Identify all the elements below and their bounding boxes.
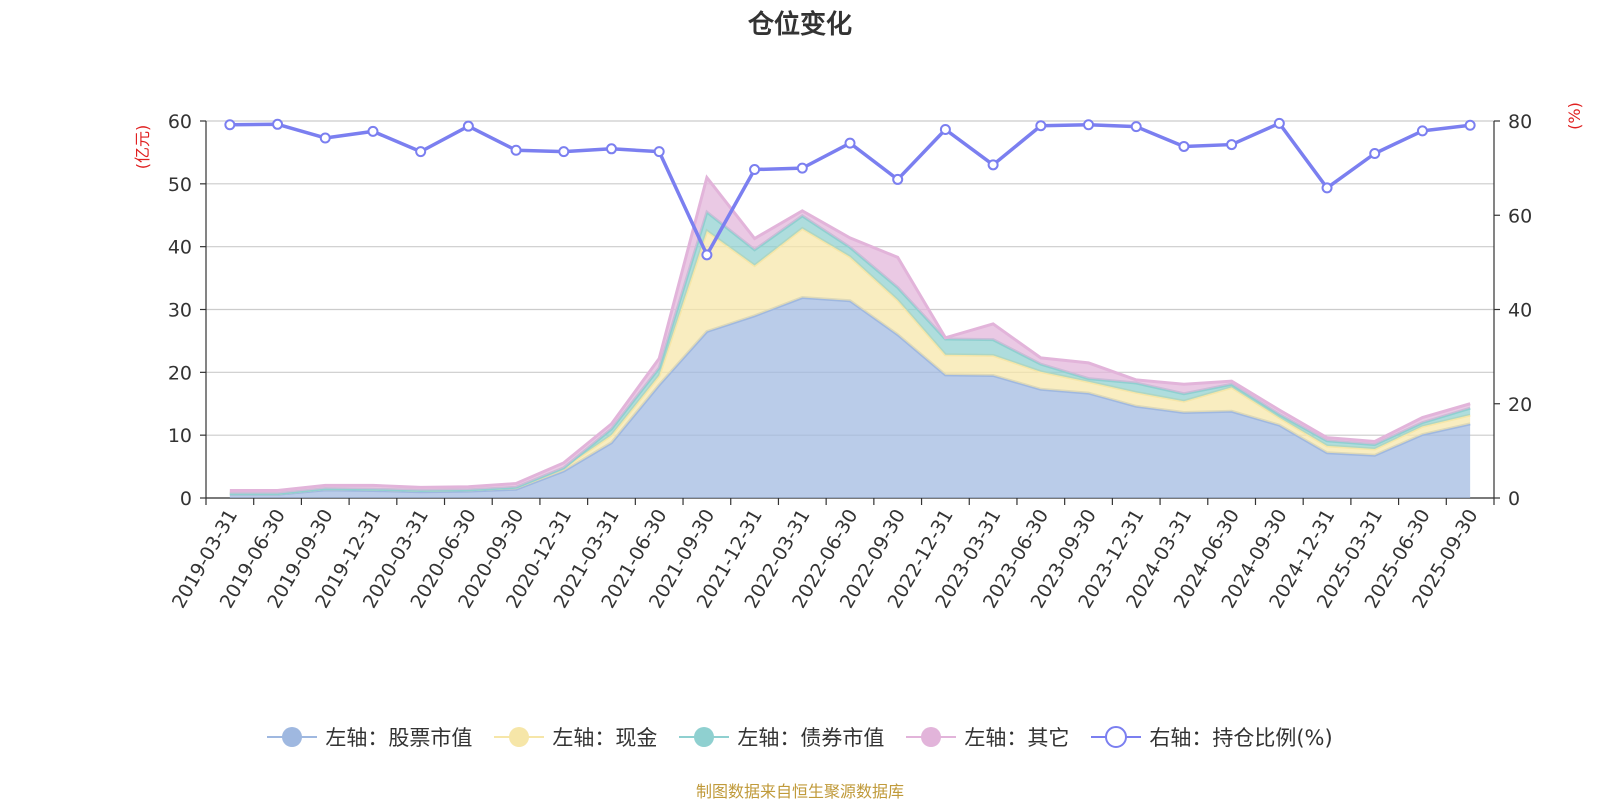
holding-ratio-point[interactable] [272, 118, 284, 130]
legend-item-3[interactable]: 左轴：债券市值 [679, 722, 884, 752]
area-edge-4 [229, 174, 1471, 492]
holding-ratio-point[interactable] [1416, 125, 1428, 137]
legend-label: 左轴：其它 [964, 726, 1070, 750]
left-axis-tick-label: 60 [168, 111, 192, 133]
legend-label: 左轴：股票市值 [325, 726, 473, 750]
holding-ratio-point[interactable] [892, 173, 904, 185]
area-1 [229, 297, 1471, 498]
holding-ratio-point[interactable] [224, 119, 236, 131]
right-axis-tick-label: 20 [1508, 394, 1532, 416]
legend-item-2[interactable]: 左轴：现金 [494, 722, 657, 752]
legend-label: 右轴：持仓比例(%) [1149, 726, 1333, 750]
holding-ratio-point[interactable] [1273, 117, 1285, 129]
legend-label: 左轴：现金 [552, 726, 658, 750]
right-axis-tick-label: 60 [1508, 205, 1532, 227]
holding-ratio-point[interactable] [1321, 182, 1333, 194]
right-axis-tick-label: 0 [1508, 488, 1520, 510]
holding-ratio-point[interactable] [558, 146, 570, 158]
holding-ratio-point[interactable] [653, 146, 665, 158]
holding-ratio-point[interactable] [1178, 140, 1190, 152]
holding-ratio-point[interactable] [1464, 119, 1476, 131]
right-axis-tick-label: 40 [1508, 300, 1532, 322]
legend-item-4[interactable]: 左轴：其它 [906, 722, 1069, 752]
holding-ratio-point[interactable] [1035, 120, 1047, 132]
legend-symbol-icon [494, 727, 545, 747]
area-4 [229, 177, 1471, 494]
right-axis-unit-label: (%) [1565, 102, 1584, 130]
legend-label: 左轴：债券市值 [737, 726, 885, 750]
legend-item-1[interactable]: 左轴：股票市值 [267, 722, 472, 752]
left-axis-tick-label: 10 [168, 425, 192, 447]
right-axis-tick-label: 80 [1508, 111, 1532, 133]
legend-symbol-icon [267, 727, 318, 747]
legend-symbol-icon [906, 727, 957, 747]
holding-ratio-point[interactable] [1369, 148, 1381, 160]
left-axis-tick-label: 0 [180, 488, 192, 510]
holding-ratio-point[interactable] [510, 144, 522, 156]
holding-ratio-point[interactable] [987, 159, 999, 171]
area-2 [229, 228, 1471, 495]
left-axis-tick-label: 20 [168, 362, 192, 384]
legend: 左轴：股票市值 左轴：现金 左轴：债券市值 左轴：其它 右轴：持仓比例(%) [0, 722, 1600, 752]
holding-ratio-point[interactable] [701, 249, 713, 261]
left-axis-tick-label: 50 [168, 174, 192, 196]
legend-symbol-icon [1091, 726, 1142, 748]
holding-ratio-point[interactable] [939, 123, 951, 135]
legend-symbol-icon [679, 727, 730, 747]
holding-ratio-point[interactable] [844, 137, 856, 149]
holding-ratio-point[interactable] [462, 120, 474, 132]
stacked-areas [229, 174, 1471, 498]
left-axis-tick-label: 40 [168, 237, 192, 259]
holding-ratio-point[interactable] [1083, 119, 1095, 131]
source-note: 制图数据来自恒生聚源数据库 [695, 782, 904, 801]
holding-ratio-point[interactable] [319, 132, 331, 144]
holding-ratio-point[interactable] [367, 125, 379, 137]
left-axis-tick-label: 30 [168, 300, 192, 322]
holding-ratio-point[interactable] [749, 164, 761, 176]
holding-ratio-point[interactable] [415, 146, 427, 158]
holding-ratio-point[interactable] [1226, 139, 1238, 151]
left-axis-unit-label: (亿元) [133, 125, 152, 170]
holding-ratio-point[interactable] [796, 162, 808, 174]
holding-ratio-point[interactable] [605, 143, 617, 155]
legend-item-5[interactable]: 右轴：持仓比例(%) [1091, 722, 1333, 752]
chart-title: 仓位变化 [747, 10, 852, 40]
holding-ratio-point[interactable] [1130, 121, 1142, 133]
